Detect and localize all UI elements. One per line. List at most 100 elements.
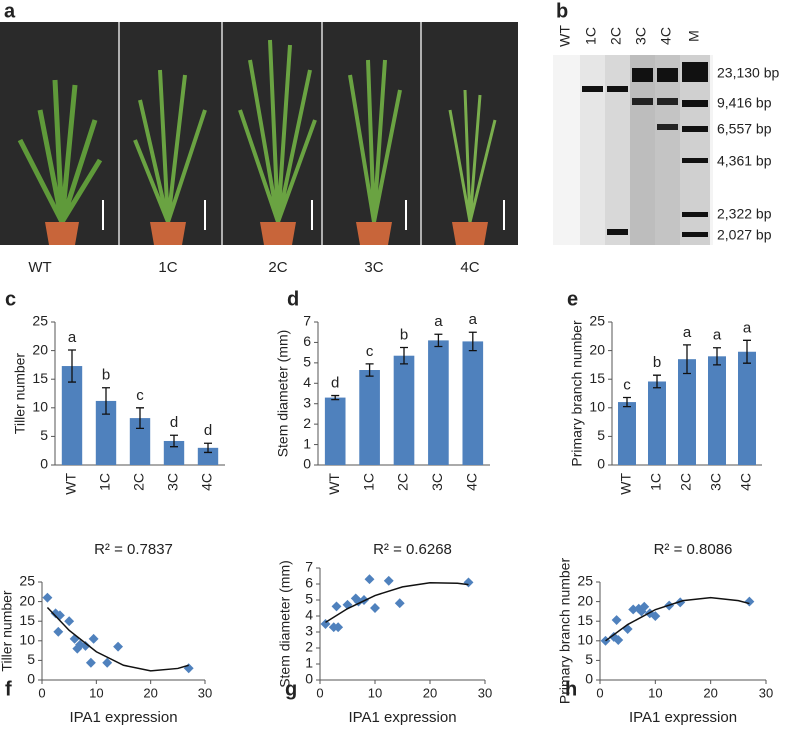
gel-lanes: [580, 55, 710, 245]
bar: [129, 418, 151, 465]
lane-label: M: [686, 30, 702, 42]
panel-letter: d: [287, 288, 299, 310]
significance-label: a: [68, 329, 77, 346]
y-axis-label: Primary branch number: [557, 558, 573, 705]
significance-label: d: [170, 414, 178, 431]
photo-background: [0, 22, 518, 245]
point: [650, 611, 661, 622]
y-tick-label: 25: [32, 313, 48, 329]
x-tick-label: 3C: [708, 473, 724, 491]
y-tick-label: 6: [305, 575, 313, 591]
y-axis-label: Tiller number: [0, 590, 15, 672]
x-tick-label: 10: [368, 685, 382, 700]
y-tick-label: 1: [303, 435, 311, 451]
x-tick-label: 1C: [97, 473, 113, 491]
panel-letter: e: [567, 288, 578, 310]
lane-label: 3C: [633, 27, 649, 45]
y-tick-label: 5: [305, 591, 313, 607]
y-tick-label: 25: [19, 573, 35, 589]
panel-letter: a: [4, 0, 16, 22]
x-tick-label: 1C: [648, 473, 664, 491]
y-tick-label: 3: [305, 623, 313, 639]
point: [331, 601, 342, 612]
y-tick-label: 5: [303, 354, 311, 370]
y-tick-label: 10: [19, 632, 35, 648]
error-bar: [400, 346, 408, 365]
x-tick-label: WT: [618, 473, 634, 495]
x-tick-label: 4C: [464, 473, 480, 491]
bar: [708, 356, 726, 465]
y-tick-label: 0: [40, 456, 48, 472]
x-tick-label: 4C: [199, 473, 215, 491]
error-bar: [653, 374, 661, 389]
x-tick-label: WT: [326, 473, 342, 495]
point: [113, 641, 124, 652]
x-tick-label: 3C: [165, 473, 181, 491]
y-tick-label: 5: [597, 427, 605, 443]
y-tick-label: 20: [589, 341, 605, 357]
x-tick-label: 0: [316, 685, 323, 700]
trendline: [46, 606, 189, 672]
photo-label: 4C: [460, 259, 479, 276]
panel-letter: c: [5, 288, 16, 310]
point: [102, 657, 113, 668]
point: [622, 624, 633, 634]
point: [85, 657, 96, 668]
r-squared: R² = 0.6268: [373, 541, 452, 558]
x-tick-label: 20: [143, 685, 157, 700]
marker-label: 23,130 bp: [717, 65, 779, 81]
significance-label: a: [469, 311, 478, 328]
y-tick-label: 7: [305, 559, 313, 575]
y-tick-label: 10: [589, 399, 605, 415]
significance-label: c: [623, 376, 631, 393]
error-bar: [331, 394, 340, 401]
y-tick-label: 25: [577, 573, 593, 589]
significance-label: c: [136, 387, 144, 404]
significance-label: a: [743, 319, 752, 336]
error-bar: [68, 349, 76, 383]
panel-letter: b: [556, 0, 568, 22]
marker-label: 2,027 bp: [717, 227, 772, 243]
bar: [197, 447, 219, 465]
x-tick-label: 1C: [360, 473, 376, 491]
error-bar: [136, 407, 144, 430]
y-tick-label: 0: [27, 671, 35, 687]
photo-label: 1C: [158, 259, 177, 276]
y-tick-label: 2: [303, 415, 311, 431]
significance-label: c: [366, 343, 374, 360]
point: [613, 635, 624, 645]
x-tick-label: 30: [478, 685, 492, 700]
bar: [462, 341, 484, 465]
bar: [95, 400, 117, 465]
bar: [648, 381, 666, 465]
point: [364, 574, 375, 585]
x-tick-label: 30: [198, 685, 212, 700]
point: [53, 626, 64, 637]
point: [463, 577, 474, 588]
y-axis-label: Stem diameter (mm): [275, 330, 291, 458]
error-bar: [623, 396, 631, 408]
error-bar: [204, 442, 212, 454]
y-tick-label: 15: [577, 612, 593, 628]
bar: [163, 440, 185, 465]
y-tick-label: 5: [27, 651, 35, 667]
point: [744, 596, 755, 607]
y-tick-label: 4: [305, 607, 313, 623]
lane-label: 1C: [583, 27, 599, 45]
x-tick-label: 3C: [429, 473, 445, 491]
x-tick-label: 0: [596, 685, 603, 700]
x-tick-label: 10: [89, 685, 103, 700]
significance-label: d: [331, 375, 339, 392]
error-bar: [170, 434, 178, 448]
significance-label: b: [102, 367, 110, 384]
point: [639, 601, 650, 612]
y-tick-label: 15: [32, 370, 48, 386]
trendline: [325, 581, 469, 624]
error-bar: [102, 387, 110, 415]
y-tick-label: 10: [32, 399, 48, 415]
point: [183, 663, 194, 674]
x-tick-label: 2C: [395, 473, 411, 491]
bar: [678, 359, 696, 465]
point: [333, 622, 344, 633]
